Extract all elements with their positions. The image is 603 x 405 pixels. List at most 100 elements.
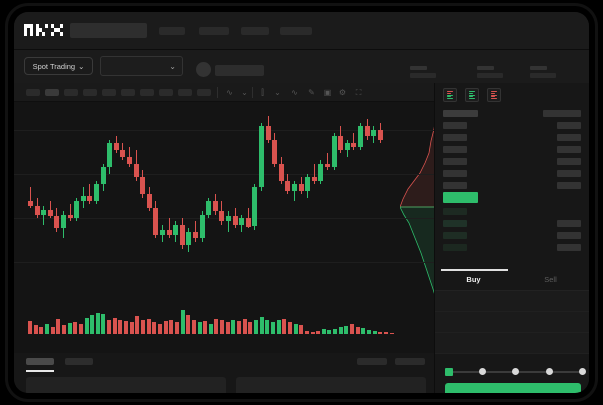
tab-buy[interactable]: Buy — [466, 275, 481, 284]
order-book-last-price[interactable] — [435, 191, 589, 203]
order-book-ask-row[interactable] — [435, 143, 589, 155]
order-amount — [557, 232, 581, 239]
volume-bar — [231, 319, 236, 334]
search-input[interactable] — [70, 23, 147, 38]
amount-slider[interactable] — [445, 367, 586, 376]
interval-button-6[interactable] — [121, 89, 135, 96]
bottom-action-1[interactable] — [357, 358, 387, 365]
order-book-header[interactable] — [435, 107, 589, 119]
order-book-ask-row[interactable] — [435, 155, 589, 167]
candle-body — [87, 195, 93, 201]
chart-type-icon[interactable]: ⫿ — [261, 87, 264, 97]
candle-body — [153, 207, 159, 235]
interval-button-8[interactable] — [159, 89, 173, 96]
candlestick — [338, 102, 344, 353]
orderbook-mode-bids-icon[interactable] — [465, 88, 479, 102]
slider-stop-75[interactable] — [545, 368, 553, 375]
slider-stop-50[interactable] — [512, 368, 519, 375]
candle-body — [160, 229, 165, 235]
bottom-action-2[interactable] — [395, 358, 425, 365]
candle-body — [239, 218, 245, 225]
chevron-down-icon[interactable]: ⌄ — [241, 88, 248, 97]
draw-icon[interactable]: ✎ — [308, 88, 315, 97]
volume-bar — [174, 321, 179, 334]
candlestick — [146, 102, 152, 353]
bottom-panel-left[interactable] — [26, 377, 226, 393]
orderbook-mode-asks-icon[interactable] — [487, 88, 501, 102]
fullscreen-icon[interactable]: ⛶ — [355, 87, 362, 97]
order-total-field[interactable] — [435, 333, 589, 354]
interval-button-5[interactable] — [102, 89, 116, 96]
order-book-bid-row[interactable] — [435, 217, 589, 229]
orderbook-mode-both-icon[interactable] — [443, 88, 457, 102]
volume-bar — [146, 319, 151, 334]
line-tool-icon[interactable]: ∿ — [291, 88, 298, 97]
interval-button-1[interactable] — [26, 89, 40, 96]
camera-icon[interactable]: ▣ — [323, 88, 332, 97]
order-book-bid-row[interactable] — [435, 229, 589, 241]
okx-logo[interactable] — [24, 24, 63, 37]
candlestick — [74, 102, 80, 353]
volume-bar — [220, 320, 225, 334]
candle-body — [325, 163, 330, 167]
candlestick — [239, 102, 245, 353]
chevron-down-icon[interactable]: ⌄ — [274, 88, 281, 97]
order-book-list[interactable] — [435, 107, 589, 267]
candle-body — [133, 163, 139, 178]
interval-button-9[interactable] — [178, 89, 192, 96]
slider-stop-100[interactable] — [579, 368, 586, 375]
price-chart[interactable] — [14, 102, 434, 353]
candlestick — [107, 102, 113, 353]
slider-stop-0[interactable] — [445, 367, 453, 376]
bottom-panel-right[interactable] — [236, 377, 426, 393]
volume-bar — [321, 329, 326, 334]
interval-button-4[interactable] — [83, 89, 97, 96]
candle-body — [179, 224, 185, 246]
volume-bar — [197, 322, 202, 334]
candlestick — [265, 102, 271, 353]
trading-pair-select[interactable]: ⌄ — [100, 56, 183, 76]
order-book-bid-row[interactable] — [435, 205, 589, 217]
volume-bar — [50, 326, 55, 334]
candle-body — [272, 139, 278, 164]
order-book-ask-row[interactable] — [435, 119, 589, 131]
chevron-down-icon: ⌄ — [169, 62, 176, 71]
candlestick — [153, 102, 159, 353]
candle-body — [344, 143, 350, 150]
candle-body — [127, 156, 132, 164]
interval-button-2[interactable] — [45, 89, 59, 96]
interval-button-10[interactable] — [197, 89, 211, 96]
nav-item-3[interactable] — [241, 27, 269, 35]
volume-bar — [389, 332, 394, 334]
nav-item-2[interactable] — [199, 27, 229, 35]
candlestick — [325, 102, 330, 353]
bottom-tab-order-history[interactable] — [65, 358, 93, 365]
candle-body — [74, 201, 80, 218]
candle-body — [186, 231, 192, 246]
indicators-icon[interactable]: ∿ — [226, 88, 233, 97]
settings-icon[interactable]: ⚙ — [338, 88, 347, 97]
spot-trading-dropdown[interactable]: Spot Trading ⌄ — [24, 57, 93, 75]
nav-item-1[interactable] — [159, 27, 185, 35]
order-amount-field[interactable] — [435, 312, 589, 333]
order-book-ask-row[interactable] — [435, 179, 589, 191]
candlestick — [140, 102, 146, 353]
order-price — [443, 110, 478, 117]
order-book-bid-row[interactable] — [435, 241, 589, 253]
tab-sell[interactable]: Sell — [544, 275, 557, 284]
candlestick — [259, 102, 264, 353]
slider-stop-25[interactable] — [478, 368, 486, 375]
order-book-ask-row[interactable] — [435, 131, 589, 143]
candlestick — [219, 102, 225, 353]
candle-body — [100, 167, 106, 184]
candlestick — [28, 102, 33, 353]
depth-chart — [400, 126, 434, 294]
volume-bar — [78, 323, 83, 334]
order-book-ask-row[interactable] — [435, 167, 589, 179]
interval-button-3[interactable] — [64, 89, 78, 96]
order-price-field[interactable] — [435, 291, 589, 312]
buy-submit-button[interactable] — [445, 383, 581, 393]
nav-item-4[interactable] — [280, 27, 312, 35]
bottom-tab-open-orders[interactable] — [26, 358, 54, 365]
interval-button-7[interactable] — [140, 89, 154, 96]
